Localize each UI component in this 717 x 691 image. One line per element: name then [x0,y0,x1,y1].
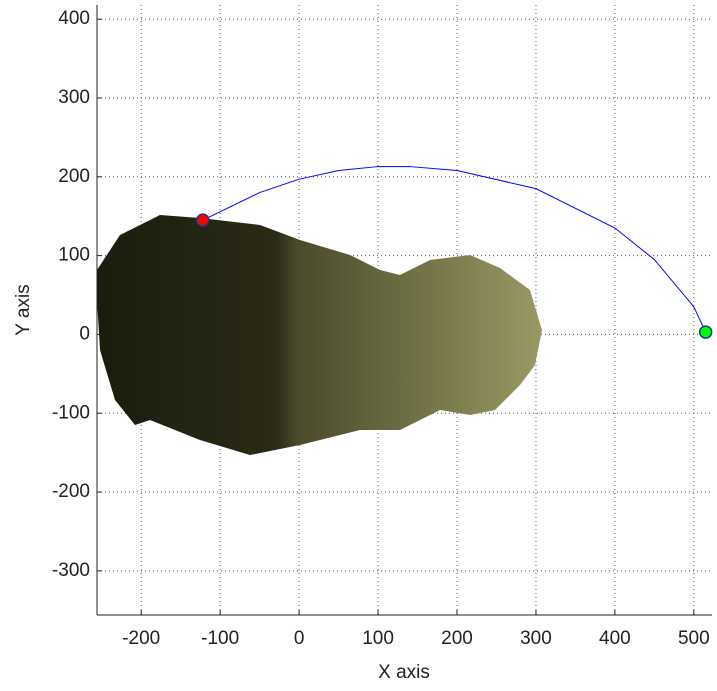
point-marker [196,213,210,227]
x-tick-label: 300 [520,628,552,649]
x-tick-label: 400 [599,628,631,649]
y-tick-label: 100 [58,245,90,266]
x-tick-label: 100 [362,628,394,649]
y-tick-label: 300 [58,87,90,108]
y-tick-label: -300 [52,560,90,581]
y-tick-label: 400 [58,8,90,29]
x-axis-label: X axis [378,662,430,683]
y-axis-label: Y axis [13,284,34,335]
y-tick-label: 200 [58,166,90,187]
trajectory-line [202,166,707,333]
x-tick-label: -200 [122,628,160,649]
y-tick-label: -200 [52,481,90,502]
x-tick-label: 200 [441,628,473,649]
asteroid [97,215,542,455]
point-marker [698,325,713,339]
x-tick-label: 0 [294,628,305,649]
x-tick-label: -100 [201,628,239,649]
y-tick-label: 0 [79,323,90,344]
x-tick-label: 500 [678,628,710,649]
y-tick-label: -100 [52,402,90,423]
